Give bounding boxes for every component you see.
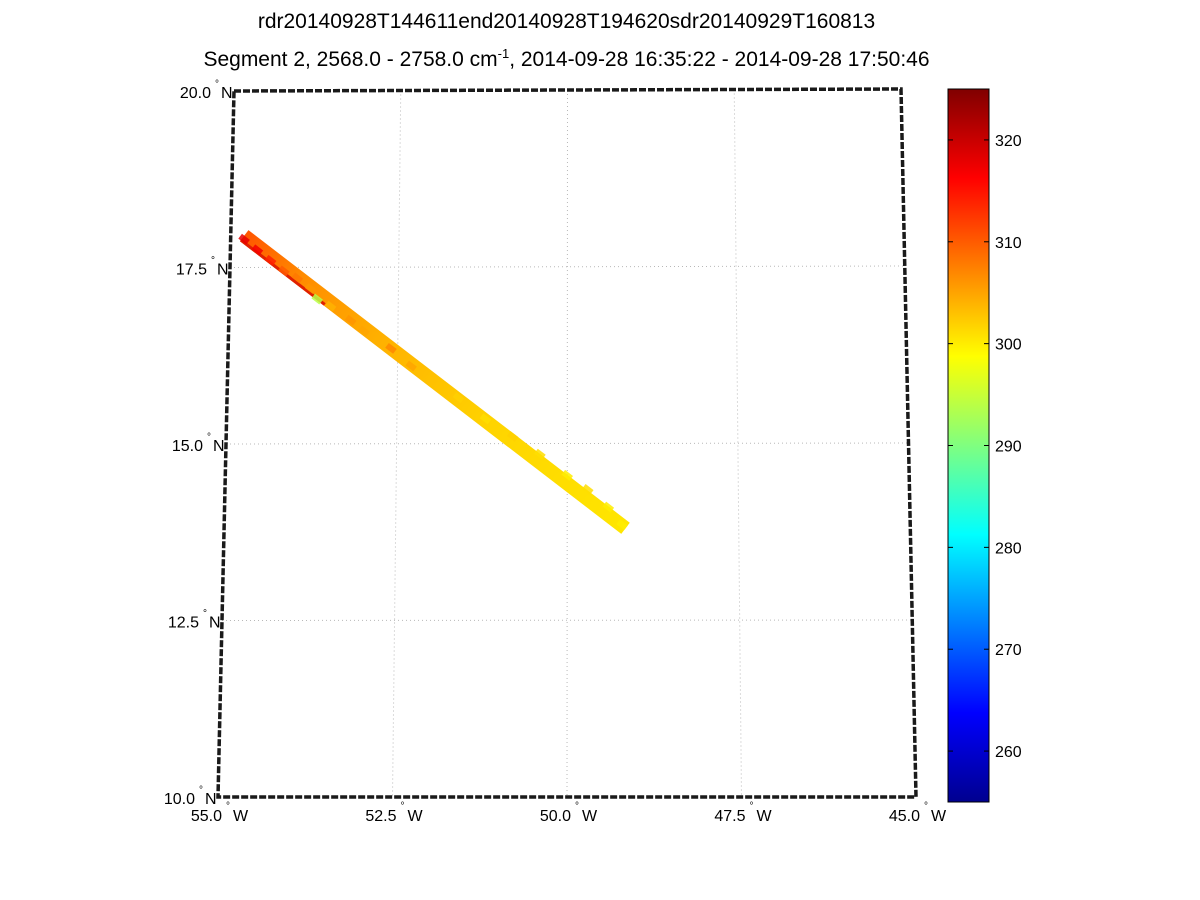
y-hemisphere-label: N bbox=[221, 85, 233, 102]
parallel-gridline bbox=[229, 265, 905, 268]
y-tick-label: 12.5 bbox=[168, 615, 199, 632]
degree-symbol: ° bbox=[575, 801, 579, 812]
colorbar: 260 270 280 290 300 310 320 bbox=[947, 88, 1022, 803]
colorbar-tick-label: 260 bbox=[995, 744, 1022, 761]
swath-pixel bbox=[344, 314, 357, 326]
data-swath bbox=[238, 230, 630, 534]
map-frame bbox=[216, 87, 918, 799]
colorbar-tick-label: 290 bbox=[995, 439, 1022, 456]
meridian-gridline bbox=[392, 90, 402, 798]
x-tick-label: 50.0 bbox=[540, 808, 571, 825]
degree-symbol: ° bbox=[211, 256, 215, 267]
x-hemisphere-label: W bbox=[233, 808, 249, 825]
y-hemisphere-label: N bbox=[217, 262, 229, 279]
y-hemisphere-label: N bbox=[209, 615, 221, 632]
y-hemisphere-label: N bbox=[213, 438, 225, 455]
swath-pixel bbox=[506, 431, 519, 442]
degree-symbol: ° bbox=[924, 801, 928, 812]
chart-title-line-2: Segment 2, 2568.0 - 2758.0 cm-1, 2014-09… bbox=[0, 46, 1133, 72]
swath-pixel bbox=[251, 244, 264, 256]
swath-pixel bbox=[385, 342, 397, 354]
meridian-gridline bbox=[733, 89, 742, 798]
y-tick-label: 20.0 bbox=[180, 85, 211, 102]
swath-pixel bbox=[304, 283, 317, 294]
x-hemisphere-label: W bbox=[757, 808, 773, 825]
swath-pixel bbox=[452, 392, 465, 404]
map-border bbox=[216, 87, 918, 799]
colorbar-tick-label: 270 bbox=[995, 642, 1022, 659]
colorbar-tick-label: 280 bbox=[995, 540, 1022, 557]
swath-pixel bbox=[425, 374, 438, 386]
colorbar-tick-label: 300 bbox=[995, 337, 1022, 354]
x-hemisphere-label: W bbox=[931, 808, 947, 825]
swath-pixel bbox=[534, 448, 546, 460]
y-tick-label: 10.0 bbox=[164, 791, 195, 808]
axis-tick-labels: 10.0°N12.5°N15.0°N17.5°N20.0°N55.0°W 52.5… bbox=[164, 79, 947, 825]
swath-pixel bbox=[311, 293, 323, 305]
swath-pixel bbox=[264, 254, 277, 266]
swath-pixel bbox=[479, 413, 492, 425]
colorbar-tick-label: 310 bbox=[995, 235, 1022, 252]
title-superscript: -1 bbox=[497, 46, 510, 61]
y-tick-label: 17.5 bbox=[176, 262, 207, 279]
x-tick-label: 45.0 bbox=[889, 808, 920, 825]
meridian-gridline bbox=[566, 89, 568, 798]
title-segment-text: Segment 2, 2568.0 - 2758.0 cm bbox=[203, 48, 498, 71]
swath-pixel bbox=[324, 300, 337, 312]
x-tick-label: 55.0 bbox=[191, 808, 222, 825]
degree-symbol: ° bbox=[207, 432, 211, 443]
x-tick-label: 47.5 bbox=[714, 808, 745, 825]
x-hemisphere-label: W bbox=[408, 808, 424, 825]
swath-pixel bbox=[291, 272, 304, 284]
swath-pixel bbox=[405, 360, 417, 372]
swath-pixel bbox=[561, 469, 574, 481]
parallel-gridline bbox=[221, 619, 913, 621]
degree-symbol: ° bbox=[401, 801, 405, 812]
x-tick-label: 52.5 bbox=[365, 808, 396, 825]
degree-symbol: ° bbox=[199, 785, 203, 796]
swath-pixel bbox=[278, 265, 290, 277]
chart-title-line-1: rdr20140928T144611end20140928T194620sdr2… bbox=[257, 10, 876, 33]
title-time-range: , 2014-09-28 16:35:22 - 2014-09-28 17:50… bbox=[509, 48, 930, 71]
swath-pixel bbox=[238, 233, 250, 245]
swath-pixel bbox=[581, 484, 594, 495]
colorbar-gradient bbox=[947, 88, 990, 803]
map-grid bbox=[221, 89, 913, 798]
colorbar-tick-label: 320 bbox=[995, 133, 1022, 150]
swath-pixel bbox=[358, 325, 370, 337]
y-hemisphere-label: N bbox=[205, 791, 217, 808]
parallel-gridline bbox=[225, 442, 909, 445]
swath-pixel bbox=[616, 519, 628, 531]
y-tick-label: 15.0 bbox=[172, 438, 203, 455]
degree-symbol: ° bbox=[226, 801, 230, 812]
degree-symbol: ° bbox=[215, 79, 219, 90]
degree-symbol: ° bbox=[750, 801, 754, 812]
swath-pixel bbox=[602, 501, 615, 513]
degree-symbol: ° bbox=[203, 609, 207, 620]
x-hemisphere-label: W bbox=[582, 808, 598, 825]
